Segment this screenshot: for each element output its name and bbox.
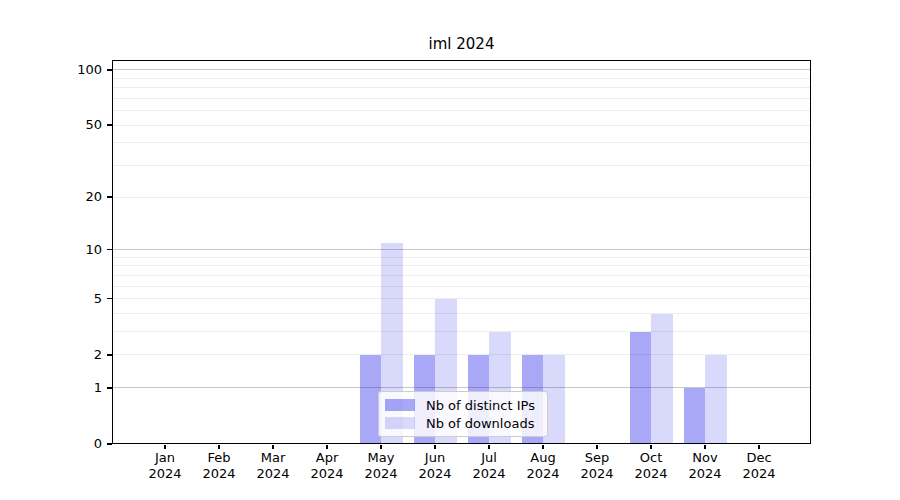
y-axis-tick-mark xyxy=(107,196,112,198)
gridline-minor xyxy=(112,331,811,332)
x-axis-tick-label: Jul 2024 xyxy=(462,450,516,482)
x-axis-tick-mark xyxy=(488,445,490,449)
gridline-major xyxy=(112,249,811,250)
plot-area xyxy=(112,60,811,444)
x-axis-tick-label: Sep 2024 xyxy=(570,450,624,482)
x-axis-tick-label: May 2024 xyxy=(354,450,408,482)
x-axis-tick-mark xyxy=(758,445,760,449)
gridline-minor xyxy=(112,125,811,126)
y-axis-tick-mark xyxy=(107,298,112,300)
x-axis-tick-mark xyxy=(380,445,382,449)
x-axis-tick-mark xyxy=(704,445,706,449)
y-axis-tick-label: 2 xyxy=(36,347,102,363)
x-axis-tick-label: Dec 2024 xyxy=(732,450,786,482)
x-axis-tick-mark xyxy=(596,445,598,449)
y-axis-tick-label: 20 xyxy=(36,189,102,205)
bar-distinct-ips xyxy=(684,388,706,444)
y-axis-tick-mark xyxy=(107,354,112,356)
y-axis-tick-label: 5 xyxy=(36,291,102,307)
gridline-minor xyxy=(112,165,811,166)
y-axis-tick-mark xyxy=(107,443,112,445)
x-axis-tick-label: Nov 2024 xyxy=(678,450,732,482)
legend-label-distinct-ips: Nb of distinct IPs xyxy=(426,398,535,413)
gridline-minor xyxy=(112,197,811,198)
x-axis-tick-mark xyxy=(434,445,436,449)
x-axis-tick-mark xyxy=(272,445,274,449)
legend-swatch-distinct-ips xyxy=(385,399,415,411)
y-axis-tick-label: 1 xyxy=(36,380,102,396)
bar-downloads xyxy=(705,355,727,444)
x-axis-tick-label: Jun 2024 xyxy=(408,450,462,482)
bar-downloads xyxy=(651,314,673,444)
legend-label-downloads: Nb of downloads xyxy=(426,416,534,431)
y-axis-tick-mark xyxy=(107,387,112,389)
y-axis-tick-label: 0 xyxy=(36,436,102,452)
x-axis-tick-label: Oct 2024 xyxy=(624,450,678,482)
x-axis-tick-label: Mar 2024 xyxy=(246,450,300,482)
gridline-minor xyxy=(112,87,811,88)
y-axis-tick-label: 50 xyxy=(36,117,102,133)
gridline-minor xyxy=(112,313,811,314)
x-axis-tick-label: Feb 2024 xyxy=(192,450,246,482)
y-axis-tick-label: 10 xyxy=(36,242,102,258)
x-axis-tick-mark xyxy=(326,445,328,449)
y-axis-tick-mark xyxy=(107,69,112,71)
x-axis-tick-mark xyxy=(164,445,166,449)
bar-distinct-ips xyxy=(630,332,652,444)
gridline-minor xyxy=(112,298,811,299)
x-axis-tick-label: Apr 2024 xyxy=(300,450,354,482)
x-axis-tick-label: Aug 2024 xyxy=(516,450,570,482)
gridline-minor xyxy=(112,110,811,111)
gridline-minor xyxy=(112,286,811,287)
legend-swatch-downloads xyxy=(385,417,415,429)
y-axis-tick-mark xyxy=(107,249,112,251)
x-axis-tick-mark xyxy=(218,445,220,449)
gridline-minor xyxy=(112,265,811,266)
figure: iml 2024 0125102050100Jan 2024Feb 2024Ma… xyxy=(0,0,900,500)
x-axis-tick-mark xyxy=(650,445,652,449)
gridline-minor xyxy=(112,78,811,79)
legend-item-downloads: Nb of downloads xyxy=(385,415,539,431)
gridline-major xyxy=(112,69,811,70)
gridline-minor xyxy=(112,275,811,276)
x-axis-tick-label: Jan 2024 xyxy=(138,450,192,482)
y-axis-tick-label: 100 xyxy=(36,62,102,78)
gridline-minor xyxy=(112,257,811,258)
legend: Nb of distinct IPs Nb of downloads xyxy=(378,391,548,437)
gridline-minor xyxy=(112,98,811,99)
legend-item-distinct-ips: Nb of distinct IPs xyxy=(385,397,539,413)
x-axis-tick-mark xyxy=(542,445,544,449)
chart-title: iml 2024 xyxy=(112,35,811,53)
y-axis-tick-mark xyxy=(107,124,112,126)
gridline-minor xyxy=(112,142,811,143)
